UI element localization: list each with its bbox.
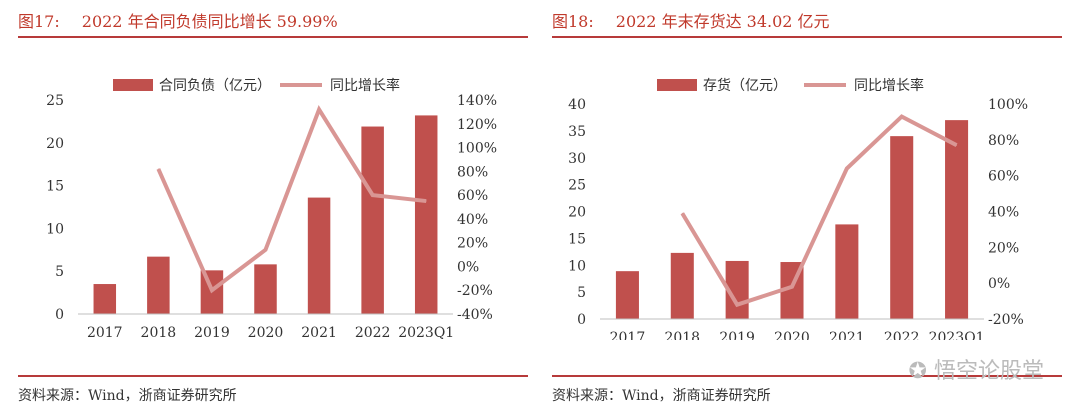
y-left-tick-label: 25 [46,93,64,109]
y-left-tick-label: 10 [46,221,64,237]
source-rule [552,375,1062,377]
y-left-tick-label: 0 [55,307,64,323]
y-left-tick-label: 20 [568,205,586,221]
inventory-chart: 存货（亿元） 同比增长率 0 5 10 15 20 25 30 35 40 -20% 0% 20% 40% 6… [568,77,1028,340]
x-tick-label: 2018 [141,325,177,340]
growth-rate-line [680,114,958,308]
contract-liabilities-chart: 合同负债（亿元） 同比增长率 0 5 10 15 20 25 -40% -20% 0% 20% 40% 6… [46,77,497,340]
x-tick-label: 2020 [248,325,284,340]
y-right-tick-label: 0% [457,259,479,275]
y-left-tick-label: 40 [568,97,586,113]
growth-rate-point [681,212,683,214]
growth-rate-point [736,304,738,306]
y-left-tick-label: 5 [577,285,586,301]
watermark: ✪ 悟空论股堂 [909,353,1044,385]
growth-rate-point [157,168,159,170]
bar [615,271,639,319]
figure-17-panel: 图17: 2022 年合同负债同比增长 59.99% 合同负债（亿元） 同比增长率 0… [18,0,528,417]
x-tick-label: 2017 [87,325,123,340]
y-left-tick-label: 15 [568,231,586,247]
y-right-tick-label: 60% [988,169,1019,185]
y-right-tick-label: 100% [457,141,497,157]
x-tick-label: 2023Q1 [398,325,454,340]
x-tick-label: 2018 [664,330,700,340]
y-left-tick-label: 10 [568,258,586,274]
y-right-tick-label: 40% [988,205,1019,221]
source-rule [18,375,528,377]
bar [835,224,859,319]
figure-title-text: 2022 年合同负债同比增长 59.99% [81,12,338,31]
y-right-tick-label: 80% [457,164,488,180]
growth-rate-point [901,116,903,118]
legend-line-label: 同比增长率 [854,77,924,94]
legend-bar-swatch [113,79,153,91]
watermark-text: 悟空论股堂 [933,359,1044,384]
y-right-tick-label: 20% [988,240,1019,256]
growth-rate-point [318,109,320,111]
bar [147,256,170,314]
growth-rate-point [956,144,958,146]
growth-rate-point [211,289,213,291]
growth-rate-point [425,200,427,202]
bar [670,252,694,319]
growth-rate-line [156,105,427,294]
x-tick-label: 2019 [194,325,230,340]
y-left-tick-label: 30 [568,151,586,167]
x-tick-label: 2023Q1 [929,330,985,340]
bar [254,264,277,314]
legend-bar-label: 存货（亿元） [703,77,787,94]
title-rule [552,36,1062,38]
bar [414,115,438,315]
y-left-tick-label: 35 [568,124,586,140]
figure-number: 图18: [552,12,594,31]
x-tick-label: 2021 [829,330,865,340]
y-right-tick-label: 100% [988,97,1028,113]
source-note: 资料来源：Wind，浙商证券研究所 [18,388,237,404]
growth-rate-point [846,168,848,169]
growth-rate-point [372,194,374,196]
legend-line-label: 同比增长率 [330,77,400,94]
x-tick-label: 2021 [301,325,337,340]
y-right-tick-label: 0% [988,276,1010,292]
y-left-tick-label: 25 [568,178,586,194]
wechat-icon: ✪ [908,359,927,384]
bar [890,136,914,319]
figure-title: 图18: 2022 年末存货达 34.02 亿元 [552,8,830,32]
y-right-tick-label: 80% [988,133,1019,149]
y-left-tick-label: 20 [46,136,64,152]
y-right-tick-label: -40% [457,307,493,323]
source-note: 资料来源：Wind，浙商证券研究所 [552,388,771,404]
y-right-tick-label: -20% [988,312,1024,328]
title-rule [18,36,528,38]
figure-title: 图17: 2022 年合同负债同比增长 59.99% [18,8,338,32]
y-right-tick-label: 40% [457,212,488,228]
bar [93,284,117,314]
legend-bar-swatch [657,79,697,91]
x-tick-label: 2022 [355,325,391,340]
bar [945,120,969,319]
y-left-tick-label: 15 [46,179,64,195]
y-left-tick-label: 0 [577,312,586,328]
y-right-tick-label: 120% [457,117,497,133]
y-right-tick-label: 20% [457,236,488,252]
growth-rate-point [791,286,793,288]
bar [361,126,384,314]
y-right-tick-label: -20% [457,283,493,299]
figure-number: 图17: [18,12,60,31]
legend-bar-label: 合同负债（亿元） [159,78,271,94]
figure-18-panel: 图18: 2022 年末存货达 34.02 亿元 存货（亿元） 同比增长率 0 5 10 1… [552,0,1062,417]
x-tick-label: 2022 [884,330,920,340]
growth-rate-point [265,249,266,251]
y-right-tick-label: 60% [457,188,488,204]
y-left-tick-label: 5 [55,264,64,280]
x-tick-label: 2019 [719,330,755,340]
y-right-tick-label: 140% [457,93,497,109]
figure-title-text: 2022 年末存货达 34.02 亿元 [615,12,830,31]
bar [307,197,331,314]
x-tick-label: 2017 [610,330,646,340]
x-tick-label: 2020 [774,330,810,340]
